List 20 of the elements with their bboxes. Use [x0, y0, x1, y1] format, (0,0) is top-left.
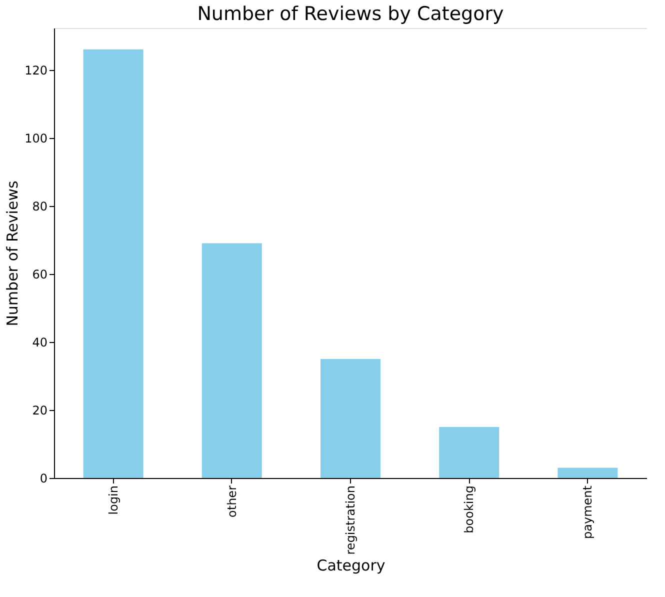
y-tick-label: 0 — [40, 472, 48, 486]
y-tick-label: 60 — [32, 267, 48, 282]
y-tick-label: 20 — [32, 403, 48, 418]
bar — [439, 426, 500, 478]
y-tick-label: 80 — [32, 199, 48, 214]
bar — [202, 243, 262, 478]
bar — [320, 358, 380, 478]
y-tick-label: 120 — [24, 63, 48, 78]
x-tick-label: other — [224, 485, 239, 518]
x-tick-label: booking — [462, 486, 476, 534]
y-tick-label: 100 — [24, 131, 48, 146]
y-axis-title: Number of Reviews — [4, 180, 22, 326]
x-tick-label: payment — [580, 485, 595, 539]
x-axis-title: Category — [316, 556, 386, 575]
bar — [83, 49, 144, 478]
x-tick-label: login — [106, 486, 120, 515]
x-tick-label: registration — [344, 486, 358, 555]
bar — [558, 468, 618, 478]
chart-title: Number of Reviews by Category — [197, 3, 504, 25]
y-tick-label: 40 — [32, 335, 48, 350]
